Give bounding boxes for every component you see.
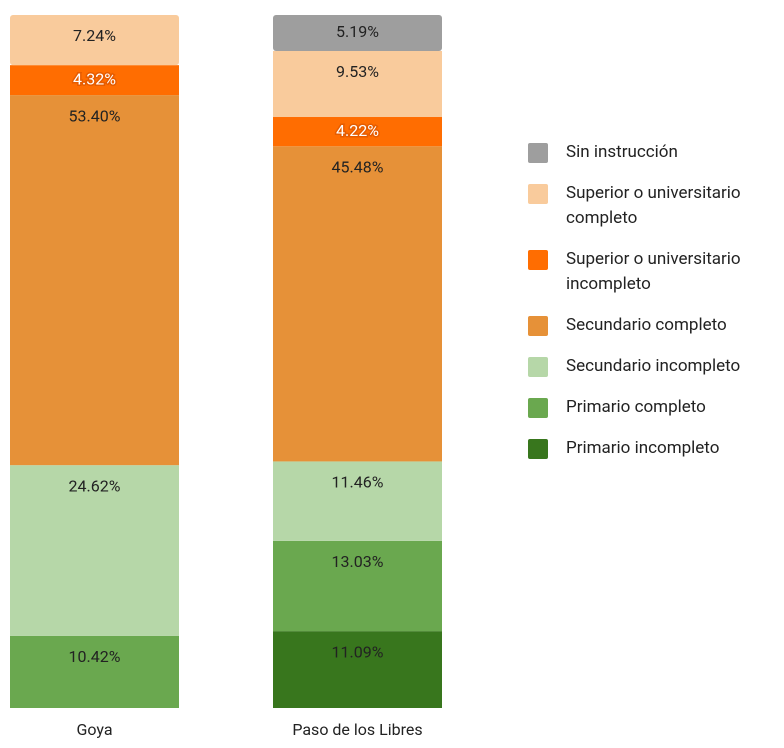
legend-label: Sin instrucción bbox=[566, 142, 678, 162]
data-label: 24.62% bbox=[69, 476, 121, 495]
data-label: 13.03% bbox=[332, 552, 384, 571]
bar-segment bbox=[10, 95, 179, 466]
bar-segment bbox=[10, 465, 179, 636]
legend-label: Primario completo bbox=[566, 397, 706, 417]
bar-segment bbox=[273, 15, 442, 51]
data-label: 4.32% bbox=[73, 69, 116, 88]
legend-label: Superior o universitario completo bbox=[566, 183, 741, 228]
legend-label: Primario incompleto bbox=[566, 438, 720, 458]
bar-segment bbox=[10, 635, 179, 708]
legend-swatch bbox=[528, 439, 548, 459]
legend-swatch bbox=[528, 398, 548, 418]
data-label: 4.22% bbox=[336, 121, 379, 140]
bar-segment bbox=[10, 15, 179, 66]
legend-swatch bbox=[528, 316, 548, 336]
data-label: 45.48% bbox=[332, 157, 384, 176]
bar-segment bbox=[273, 631, 442, 708]
bar-segment bbox=[273, 50, 442, 118]
legend-label: Secundario incompleto bbox=[566, 356, 741, 376]
legend-item: Secundario completo bbox=[528, 313, 784, 338]
legend-swatch bbox=[528, 184, 548, 204]
legend-item: Superior o universitario incompleto bbox=[528, 247, 784, 297]
legend-item: Primario completo bbox=[528, 395, 784, 420]
x-tick-label: Goya bbox=[76, 720, 112, 739]
data-label: 10.42% bbox=[69, 647, 121, 666]
data-label: 5.19% bbox=[336, 22, 379, 41]
bar-segment bbox=[273, 146, 442, 462]
legend: Sin instrucción Superior o universitario … bbox=[528, 140, 784, 477]
legend-swatch bbox=[528, 143, 548, 163]
legend-item: Superior o universitario completo bbox=[528, 181, 784, 231]
data-label: 53.40% bbox=[69, 106, 121, 125]
bar-segment bbox=[10, 65, 179, 96]
legend-label: Superior o universitario incompleto bbox=[566, 249, 741, 294]
data-label: 9.53% bbox=[336, 62, 379, 81]
legend-swatch bbox=[528, 357, 548, 377]
bar-segment bbox=[273, 117, 442, 147]
legend-item: Primario incompleto bbox=[528, 436, 784, 461]
x-tick-label: Paso de los Libres bbox=[292, 720, 422, 739]
bar-segment bbox=[273, 540, 442, 632]
bar-segment bbox=[273, 461, 442, 541]
legend-label: Secundario completo bbox=[566, 315, 727, 335]
data-label: 11.09% bbox=[332, 642, 384, 661]
data-label: 7.24% bbox=[73, 26, 116, 45]
legend-swatch bbox=[528, 250, 548, 270]
legend-item: Sin instrucción bbox=[528, 140, 784, 165]
legend-item: Secundario incompleto bbox=[528, 354, 784, 379]
data-label: 11.46% bbox=[332, 473, 384, 492]
